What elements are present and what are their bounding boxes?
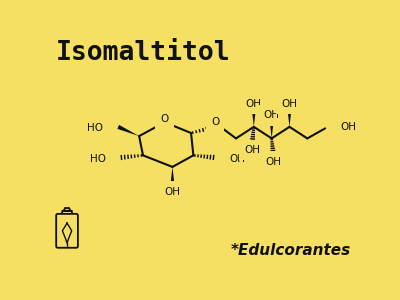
Text: OH: OH (341, 122, 357, 132)
Polygon shape (117, 125, 139, 136)
Text: OH: OH (265, 157, 281, 166)
Polygon shape (252, 110, 256, 127)
Polygon shape (170, 167, 174, 184)
Text: O: O (211, 117, 219, 127)
Polygon shape (62, 211, 72, 215)
Text: Isomaltitol: Isomaltitol (56, 40, 231, 66)
Text: OH: OH (282, 99, 298, 109)
Text: HO: HO (87, 123, 103, 134)
Text: OH: OH (264, 110, 280, 120)
Text: HO: HO (90, 154, 106, 164)
Text: OH: OH (229, 154, 245, 164)
Polygon shape (288, 110, 292, 127)
Text: O: O (160, 114, 169, 124)
Polygon shape (270, 122, 274, 138)
Text: OH: OH (244, 145, 260, 155)
FancyBboxPatch shape (56, 214, 78, 248)
Text: OH: OH (164, 187, 180, 196)
Text: OH: OH (246, 99, 262, 109)
Text: *Edulcorantes: *Edulcorantes (230, 243, 351, 258)
